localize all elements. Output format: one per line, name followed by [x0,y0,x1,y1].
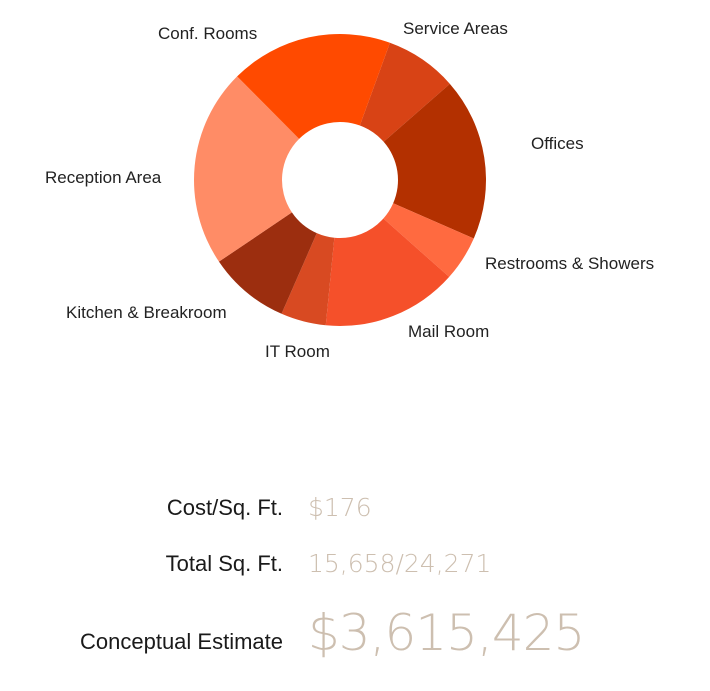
slice-conf-rooms [237,33,390,139]
donut-chart-svg: Service Areas Offices Restrooms & Showers M… [45,19,654,361]
total-sqft-row: Total Sq. Ft. 15,658/24,271 [0,544,710,604]
slice-label-mail-room: Mail Room [408,322,489,341]
slice-label-kitchen-breakroom: Kitchen & Breakroom [66,303,227,322]
donut-chart: Service Areas Offices Restrooms & Showers M… [45,19,654,361]
slice-label-offices: Offices [531,134,584,153]
slice-mail-room [325,218,450,326]
slice-service-areas [359,42,450,142]
slice-label-reception-area: Reception Area [45,168,162,187]
slice-it-room [281,233,335,326]
slice-offices [383,83,487,239]
cost-per-sqft-label: Cost/Sq. Ft. [166,495,283,520]
slice-reception-area [193,76,300,262]
cost-per-sqft-value: $176 [308,493,372,522]
slice-restrooms-showers [383,203,474,277]
conceptual-estimate-label: Conceptual Estimate [80,629,283,654]
slice-label-service-areas: Service Areas [403,19,508,38]
total-sqft-label: Total Sq. Ft. [165,551,283,576]
slice-label-restrooms-showers: Restrooms & Showers [485,254,654,273]
cost-per-sqft-row: Cost/Sq. Ft. $176 [0,488,710,548]
conceptual-estimate-value: $3,615,425 [308,604,585,662]
slice-label-it-room: IT Room [265,342,330,361]
slice-kitchen-breakroom [218,212,317,314]
slice-label-conf-rooms: Conf. Rooms [158,24,257,43]
conceptual-estimate-row: Conceptual Estimate $3,615,425 [0,600,710,662]
total-sqft-value: 15,658/24,271 [308,549,492,578]
